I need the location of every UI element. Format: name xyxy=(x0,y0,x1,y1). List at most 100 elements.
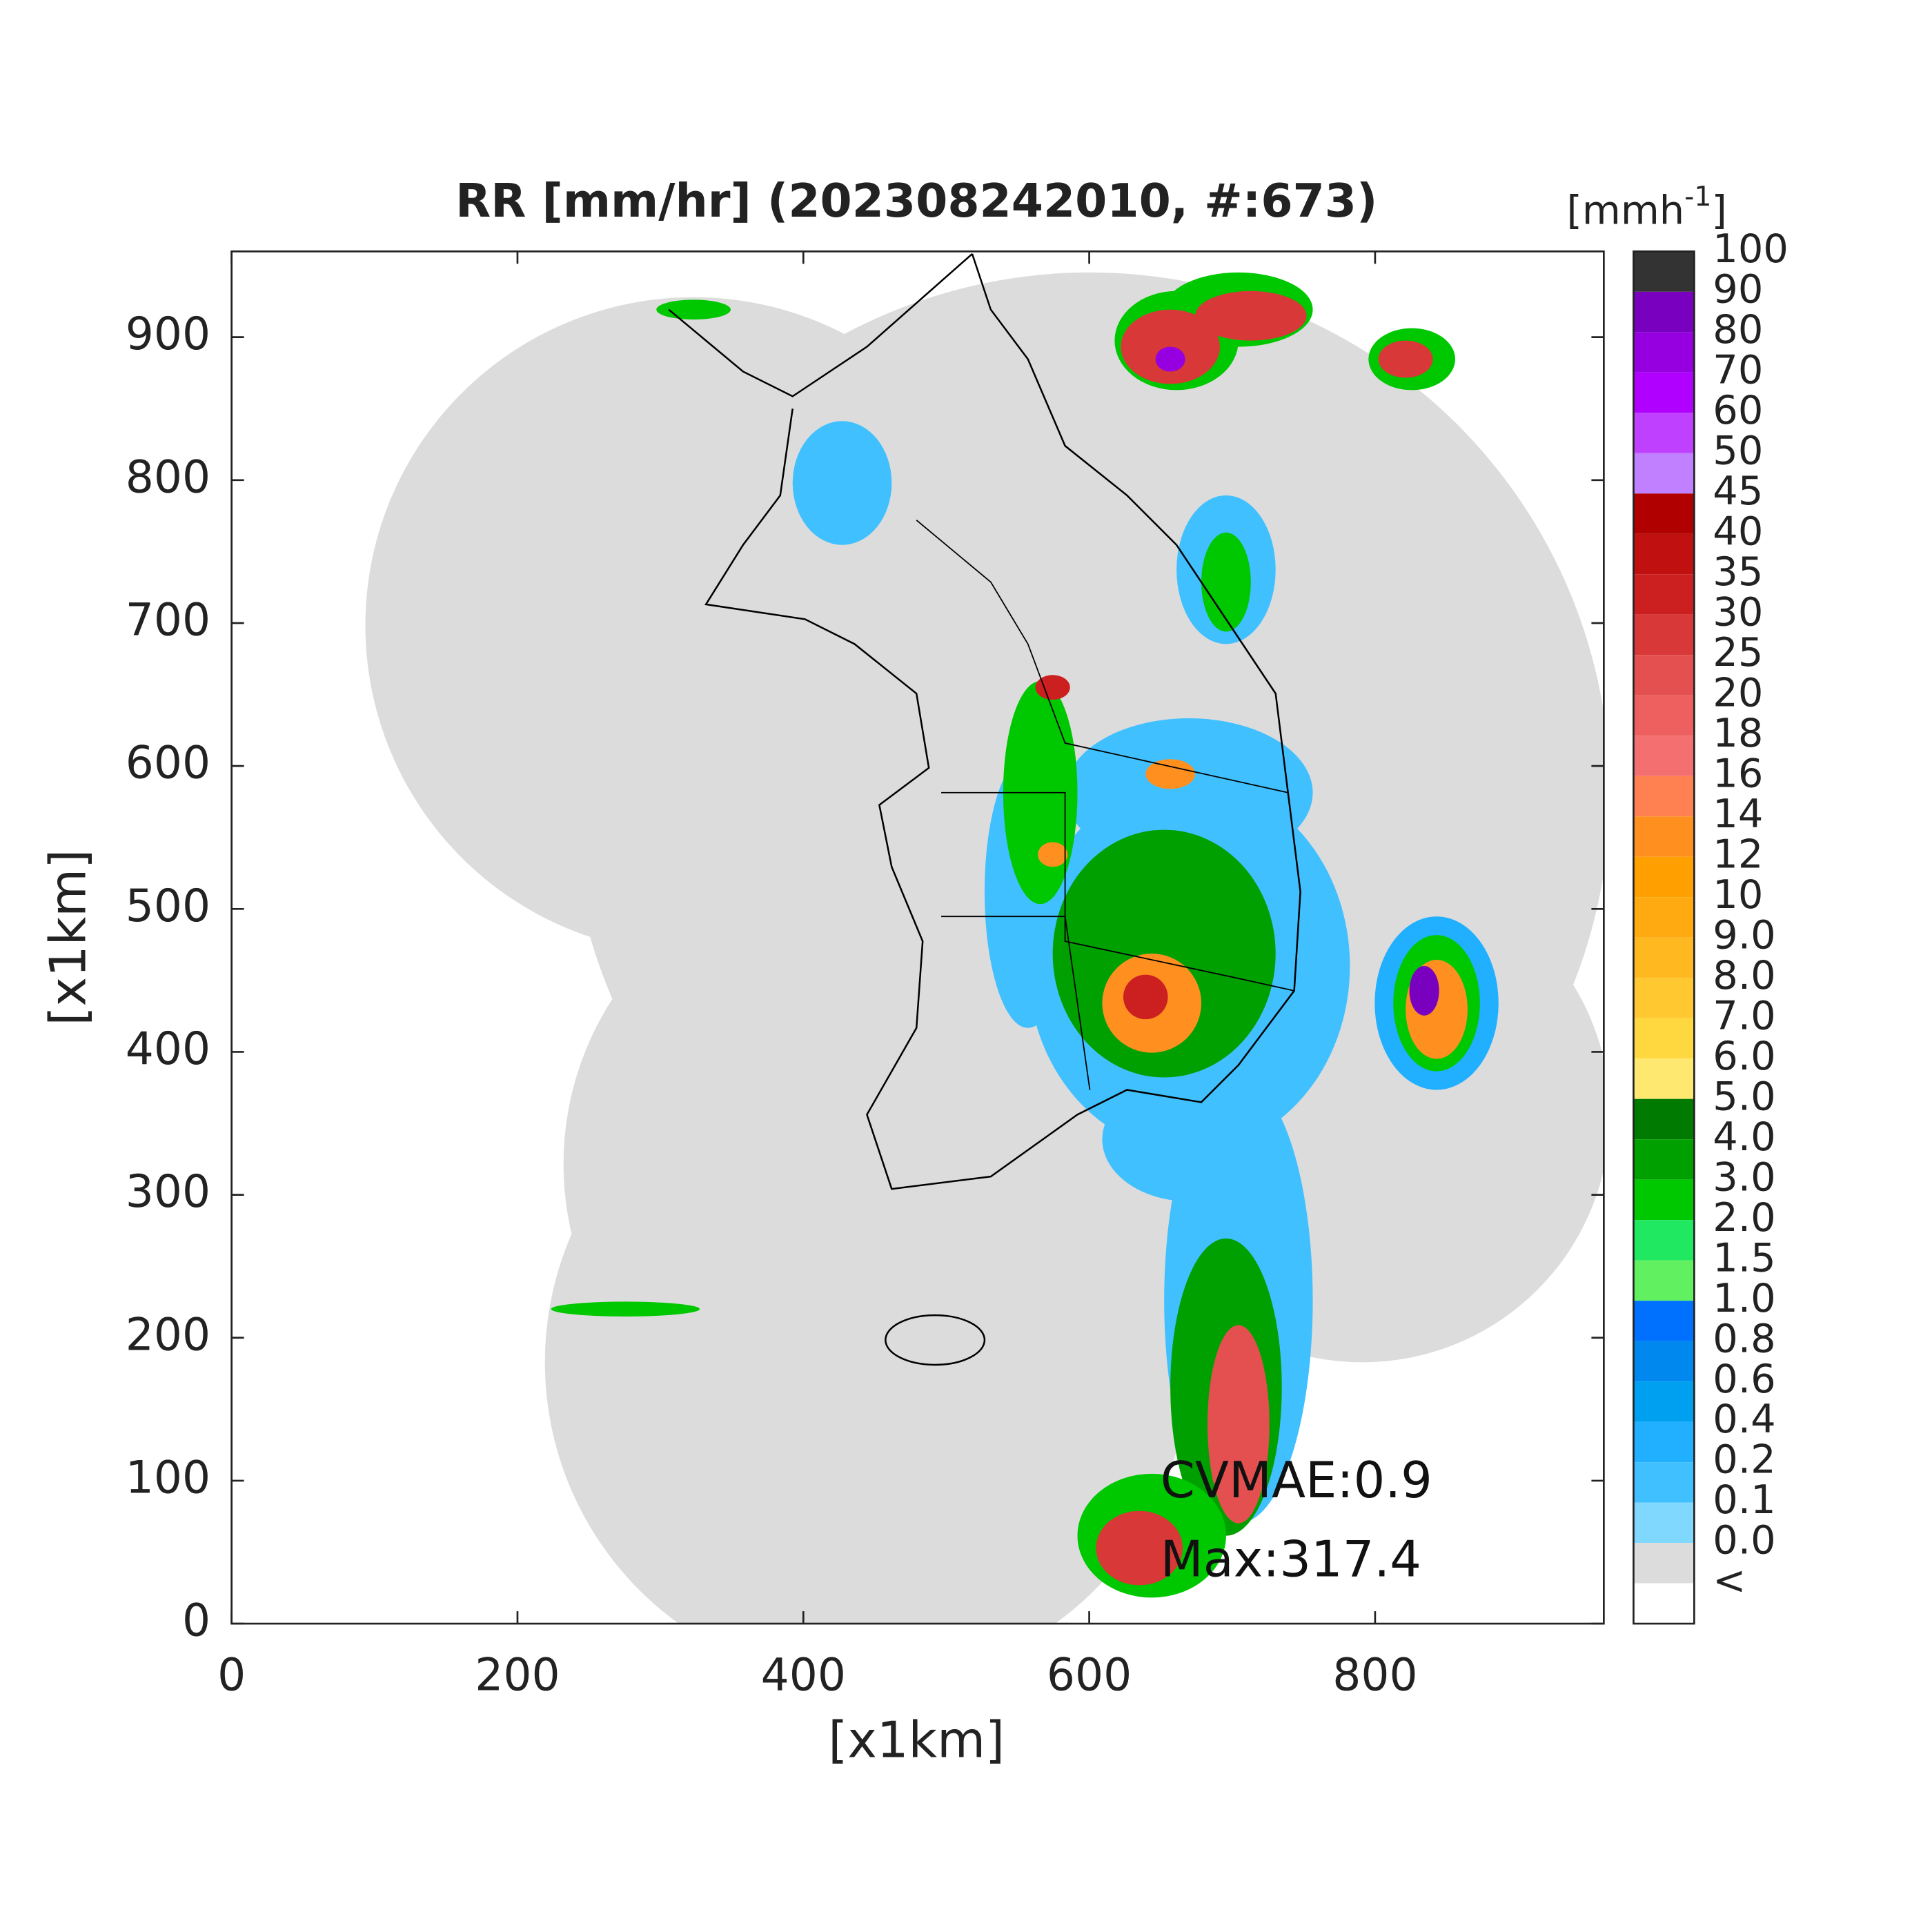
unit-close: ] xyxy=(1712,187,1727,233)
x-tick-label: 200 xyxy=(475,1650,560,1702)
unit-exponent: -1 xyxy=(1684,181,1711,213)
colorbar-segment xyxy=(1633,533,1695,575)
colorbar-label: 0.8 xyxy=(1713,1315,1775,1361)
colorbar-label: 14 xyxy=(1713,791,1763,837)
colorbar-label: 80 xyxy=(1713,306,1763,353)
colorbar-label: 4.0 xyxy=(1713,1114,1775,1160)
annotation: Max:317.4 xyxy=(1161,1530,1421,1588)
colorbar-segment xyxy=(1633,1058,1695,1099)
colorbar-segment xyxy=(1633,1583,1695,1624)
rain-cell xyxy=(1208,1325,1270,1524)
colorbar-label: 6.0 xyxy=(1713,1033,1775,1079)
colorbar-segment xyxy=(1633,1139,1695,1180)
colorbar-segment xyxy=(1633,614,1695,656)
colorbar-segment xyxy=(1633,978,1695,1018)
colorbar-label: 0.1 xyxy=(1713,1477,1775,1523)
colorbar-segment xyxy=(1633,1098,1695,1140)
colorbar-segment xyxy=(1633,1018,1695,1059)
colorbar-label: 3.0 xyxy=(1713,1154,1775,1200)
colorbar-label: 50 xyxy=(1713,427,1763,473)
y-tick-label: 0 xyxy=(182,1595,210,1647)
colorbar-segment xyxy=(1633,776,1695,817)
rain-cell xyxy=(551,1301,700,1317)
colorbar-label: 70 xyxy=(1713,346,1763,393)
colorbar-label: 8.0 xyxy=(1713,952,1775,998)
plot-frame xyxy=(230,250,1605,1625)
rain-cell xyxy=(1035,675,1070,700)
radar-coverage xyxy=(544,1040,1189,1624)
rain-cell xyxy=(1195,290,1307,341)
y-tick-label: 700 xyxy=(126,595,210,647)
colorbar-label: 5.0 xyxy=(1713,1073,1775,1119)
x-axis-label: [x1km] xyxy=(828,1711,1005,1769)
colorbar-label: 90 xyxy=(1713,266,1763,312)
y-tick-label: 500 xyxy=(126,880,210,932)
rain-cell xyxy=(1096,1510,1183,1586)
y-tick-label: 100 xyxy=(126,1452,210,1504)
colorbar-segment xyxy=(1633,413,1695,453)
rain-cell xyxy=(1145,759,1196,789)
province-borders xyxy=(916,520,1294,1090)
rain-cell xyxy=(1409,966,1439,1016)
colorbar-segment xyxy=(1633,332,1695,373)
colorbar-segment xyxy=(1633,1421,1695,1463)
radar-field xyxy=(365,253,1604,1624)
colorbar-label: 0.4 xyxy=(1713,1396,1775,1442)
colorbar-segment xyxy=(1633,897,1695,938)
colorbar-segment xyxy=(1633,372,1695,413)
rain-cell xyxy=(792,421,892,545)
colorbar-label: 60 xyxy=(1713,387,1763,433)
y-tick-label: 800 xyxy=(126,451,210,503)
colorbar-segment xyxy=(1633,1260,1695,1301)
rain-cell xyxy=(1155,346,1185,372)
colorbar-segment xyxy=(1633,695,1695,736)
x-tick-label: 0 xyxy=(217,1650,246,1702)
colorbar-segment xyxy=(1633,655,1695,696)
colorbar-segment xyxy=(1633,1220,1695,1261)
y-tick-label: 900 xyxy=(126,308,210,360)
colorbar-segment xyxy=(1633,453,1695,494)
rain-cell xyxy=(656,299,731,320)
colorbar-label: 18 xyxy=(1713,710,1763,756)
x-tick-label: 800 xyxy=(1332,1650,1417,1702)
rain-cell xyxy=(1065,718,1313,867)
colorbar-label: 16 xyxy=(1713,750,1763,796)
colorbar-segment xyxy=(1633,251,1695,292)
colorbar-label: 45 xyxy=(1713,468,1763,514)
x-tick-label: 400 xyxy=(761,1650,846,1702)
rain-cell xyxy=(1201,532,1251,632)
y-tick-label: 600 xyxy=(126,738,210,789)
colorbar-segment xyxy=(1633,1502,1695,1544)
colorbar-segment xyxy=(1633,1301,1695,1341)
y-tick-label: 200 xyxy=(126,1309,210,1361)
coastline xyxy=(668,253,1301,1190)
rain-cell xyxy=(1123,974,1168,1020)
colorbar-label: 25 xyxy=(1713,629,1763,676)
colorbar-segment xyxy=(1633,736,1695,776)
rain-cell xyxy=(1378,340,1433,378)
y-axis-label: [x1km] xyxy=(39,849,97,1026)
colorbar-segment xyxy=(1633,937,1695,978)
colorbar-segment xyxy=(1633,291,1695,333)
y-tick-label: 400 xyxy=(126,1023,210,1075)
colorbar-segment xyxy=(1633,1462,1695,1503)
colorbar-frame xyxy=(1633,250,1695,1625)
colorbar-segment xyxy=(1633,1341,1695,1382)
y-tick-label: 300 xyxy=(126,1166,210,1218)
colorbar-segment xyxy=(1633,1543,1695,1584)
colorbar-label: 1.5 xyxy=(1713,1234,1775,1281)
colorbar-label: 1.0 xyxy=(1713,1275,1775,1321)
unit-base: [mmh xyxy=(1567,187,1685,233)
rain-cell xyxy=(1038,842,1068,867)
x-tick-label: 600 xyxy=(1047,1650,1132,1702)
annotation: CVMAE:0.9 xyxy=(1161,1451,1432,1509)
colorbar-label: 2.0 xyxy=(1713,1194,1775,1241)
colorbar-segment xyxy=(1633,493,1695,534)
colorbar-segment xyxy=(1633,1381,1695,1422)
colorbar-label: 35 xyxy=(1713,549,1763,595)
colorbar-label: 9.0 xyxy=(1713,911,1775,958)
colorbar-label: 20 xyxy=(1713,669,1763,716)
colorbar-segment xyxy=(1633,574,1695,615)
colorbar-label: 7.0 xyxy=(1713,992,1775,1038)
